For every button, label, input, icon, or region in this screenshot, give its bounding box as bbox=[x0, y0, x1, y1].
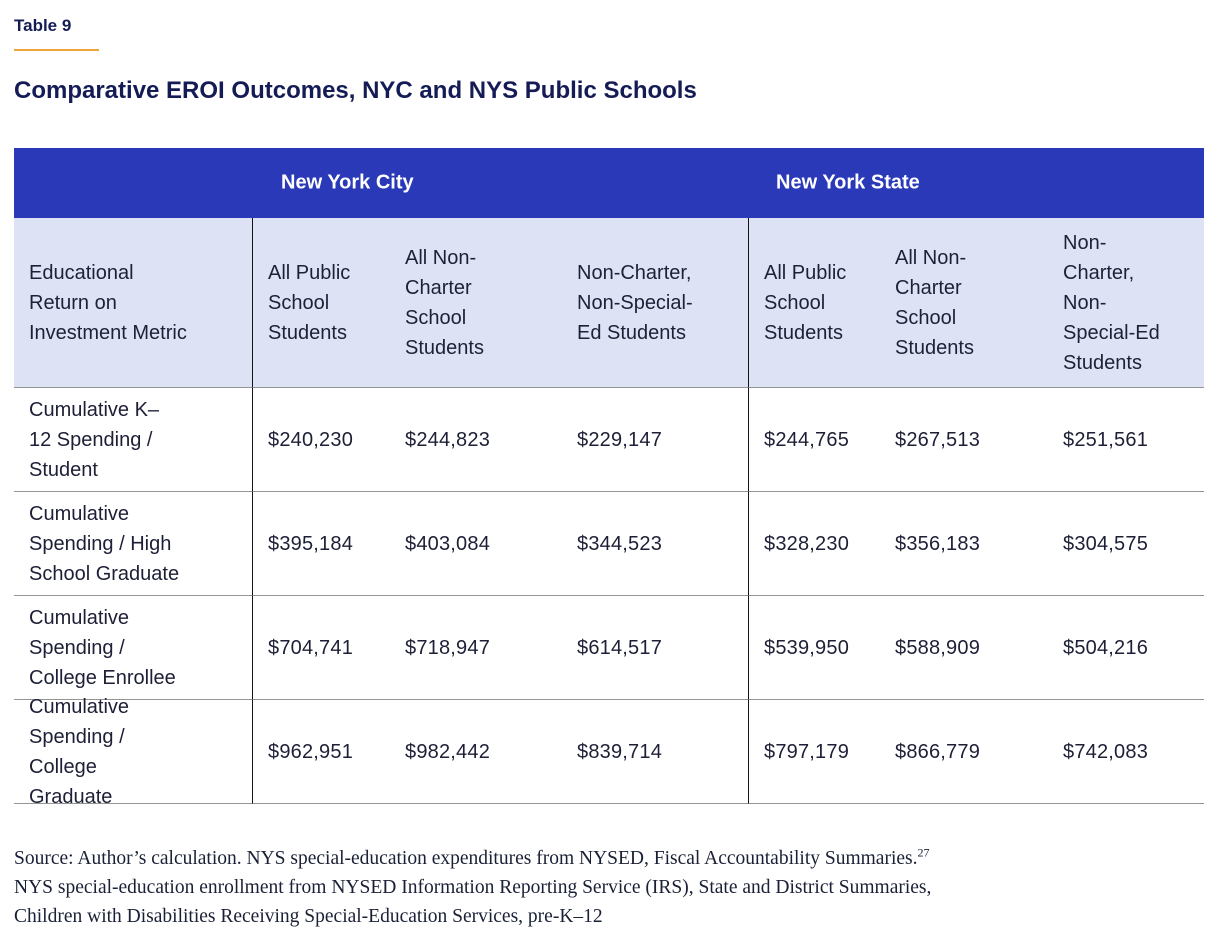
group-header-band: New York City New York State bbox=[14, 148, 1204, 218]
table-cell: $839,714 bbox=[562, 700, 748, 804]
row-metric-label: Cumulative Spending / College Graduate bbox=[14, 696, 252, 808]
table-cell: $328,230 bbox=[748, 492, 880, 596]
table-cell: $982,442 bbox=[390, 700, 562, 804]
accent-rule bbox=[14, 49, 99, 51]
group-header-nyc: New York City bbox=[281, 171, 414, 194]
column-header-nys-all-public: All Public School Students bbox=[748, 218, 880, 388]
source-note: Source: Author’s calculation. NYS specia… bbox=[14, 844, 934, 931]
table-cell: $797,179 bbox=[748, 700, 880, 804]
table-cell: $742,083 bbox=[1048, 700, 1204, 804]
table-cell: $304,575 bbox=[1048, 492, 1204, 596]
table-cell: $866,779 bbox=[880, 700, 1048, 804]
source-text-continued: NYS special-education enrollment from NY… bbox=[14, 877, 932, 927]
row-metric-label: Cumulative Spending / High School Gradua… bbox=[14, 492, 252, 596]
row-metric-label: Cumulative Spending / College Enrollee bbox=[14, 596, 252, 700]
column-header-nys-non-charter: All Non-Charter School Students bbox=[880, 218, 1048, 388]
table-cell: $588,909 bbox=[880, 596, 1048, 700]
table-cell: $267,513 bbox=[880, 388, 1048, 492]
source-text: Source: Author’s calculation. NYS specia… bbox=[14, 848, 918, 869]
table-cell: $539,950 bbox=[748, 596, 880, 700]
eroi-comparison-table: New York City New York State Educational… bbox=[14, 148, 1204, 808]
table-number: Table 9 bbox=[14, 16, 72, 35]
table-cell: $244,765 bbox=[748, 388, 880, 492]
group-header-nys: New York State bbox=[776, 171, 920, 194]
table-cell: $251,561 bbox=[1048, 388, 1204, 492]
table-cell: $344,523 bbox=[562, 492, 748, 596]
table-cell: $229,147 bbox=[562, 388, 748, 492]
column-header-nyc-non-charter: All Non-Charter School Students bbox=[390, 218, 562, 388]
column-header-metric: Educational Return on Investment Metric bbox=[14, 218, 252, 388]
footnote-marker: 27 bbox=[917, 845, 930, 860]
table-cell: $718,947 bbox=[390, 596, 562, 700]
table-cell: $395,184 bbox=[252, 492, 390, 596]
table-cell: $962,951 bbox=[252, 700, 390, 804]
table-cell: $504,216 bbox=[1048, 596, 1204, 700]
table-cell: $356,183 bbox=[880, 492, 1048, 596]
table-cell: $704,741 bbox=[252, 596, 390, 700]
table-cell: $244,823 bbox=[390, 388, 562, 492]
column-header-nyc-non-charter-non-sped: Non-Charter, Non-Special-Ed Students bbox=[562, 218, 748, 388]
table-cell: $403,084 bbox=[390, 492, 562, 596]
column-header-nys-non-charter-non-sped: Non-Charter, Non-Special-Ed Students bbox=[1048, 218, 1204, 388]
table-cell: $614,517 bbox=[562, 596, 748, 700]
table-cell: $240,230 bbox=[252, 388, 390, 492]
row-metric-label: Cumulative K–12 Spending / Student bbox=[14, 388, 252, 492]
column-header-nyc-all-public: All Public School Students bbox=[252, 218, 390, 388]
table-title: Comparative EROI Outcomes, NYC and NYS P… bbox=[14, 77, 697, 104]
